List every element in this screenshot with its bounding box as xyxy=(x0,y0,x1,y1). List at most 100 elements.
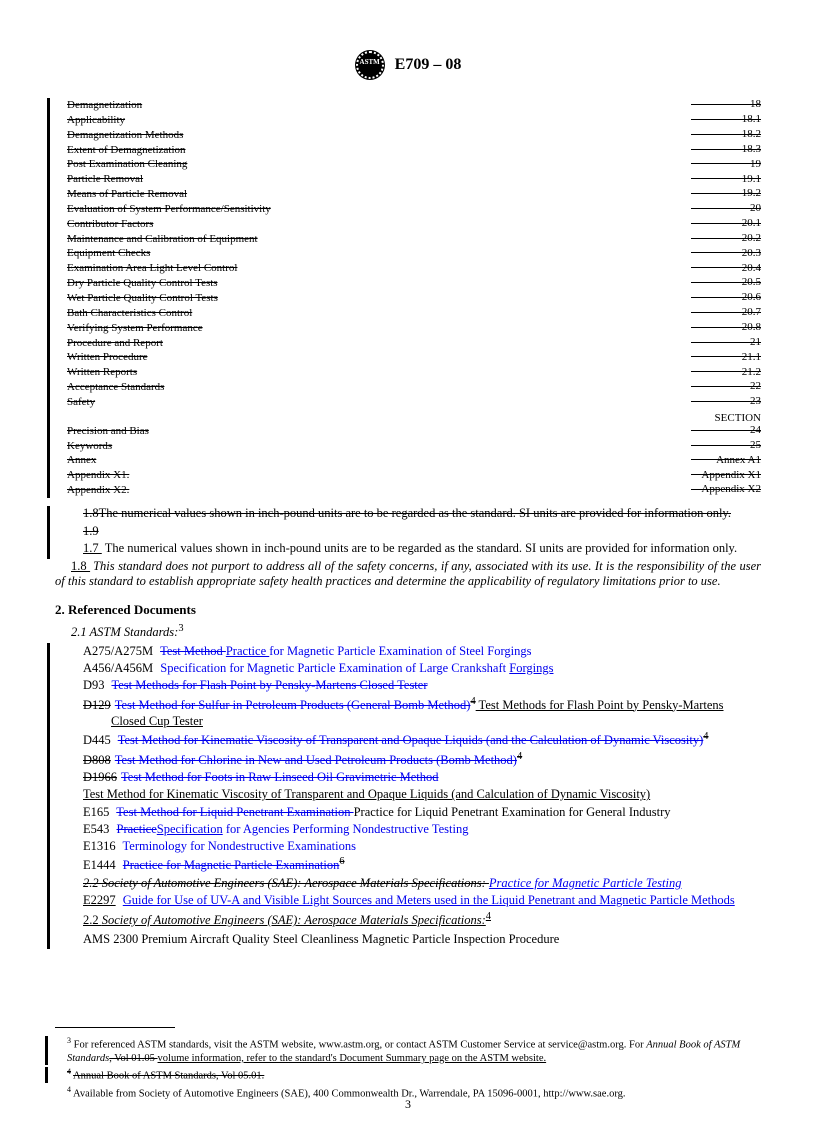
toc-row: AnnexAnnex A1 xyxy=(67,453,761,468)
ref-title[interactable]: Terminology for Nondestructive Examinati… xyxy=(123,839,356,853)
ref-inserted: Practice for Liquid Penetrant Examinatio… xyxy=(354,805,671,819)
footnote-number: 4 xyxy=(67,1067,71,1076)
ref-d445: D445 Test Method for Kinematic Viscosity… xyxy=(67,730,761,748)
footnote-text: For referenced ASTM standards, visit the… xyxy=(74,1040,647,1051)
toc-label: Post Examination Cleaning xyxy=(67,157,187,172)
ref-deleted[interactable]: Test Method for Liquid Penetrant Examina… xyxy=(116,805,353,819)
toc-leader xyxy=(164,380,685,395)
toc-leader xyxy=(148,350,686,365)
toc-row: Post Examination Cleaning19 xyxy=(67,157,761,172)
ref-title[interactable]: for Magnetic Particle Examination of Ste… xyxy=(269,644,531,658)
clause-2-1: 2.1 ASTM Standards:3 xyxy=(55,622,761,641)
footnote-ref: 4 xyxy=(703,731,708,742)
ref-deleted[interactable]: Test Methods for Flash Point by Pensky-M… xyxy=(111,678,427,692)
footnote-3: 3 For referenced ASTM standards, visit t… xyxy=(55,1036,761,1065)
ref-deleted[interactable]: Test Method for Sulfur in Petroleum Prod… xyxy=(115,698,471,712)
ref-d93: D93 Test Methods for Flash Point by Pens… xyxy=(67,677,761,693)
toc-pagenum: 20 xyxy=(691,208,761,209)
toc-leader xyxy=(96,453,685,468)
toc-pagenum: 20.1 xyxy=(691,223,761,224)
toc-leader xyxy=(186,143,685,158)
ref-title[interactable]: for Agencies Performing Nondestructive T… xyxy=(223,822,469,836)
clause-2-2: 2.2 Society of Automotive Engineers (SAE… xyxy=(67,910,761,929)
ref-code: D1966 xyxy=(83,770,117,784)
ref-title[interactable]: Guide for Use of UV-A and Visible Light … xyxy=(123,893,735,907)
toc-label: Bath Characteristics Control xyxy=(67,306,192,321)
ref-inserted[interactable]: Practice for Magnetic Particle Testing xyxy=(489,876,682,890)
toc-pagenum: 20.2 xyxy=(691,238,761,239)
ref-deleted[interactable]: Test Method for Foots in Raw Linseed Oil… xyxy=(121,770,438,784)
toc-row: Procedure and Report21 xyxy=(67,336,761,351)
ref-inserted: Test Method for Kinematic Viscosity of T… xyxy=(83,787,650,801)
ref-a275: A275/A275M Test Method Practice for Magn… xyxy=(67,643,761,659)
toc-label: Acceptance Standards xyxy=(67,380,164,395)
toc-pagenum: 21.1 xyxy=(691,356,761,357)
ref-code: D129 xyxy=(83,698,111,712)
page: ASTM E709 – 08 Demagnetization18Applicab… xyxy=(0,0,816,1132)
toc-leader xyxy=(271,202,685,217)
ref-code: E2297 xyxy=(83,893,116,907)
ref-inserted[interactable]: Specification xyxy=(157,822,223,836)
clause-text: This standard does not purport to addres… xyxy=(55,559,761,589)
change-bar-icon xyxy=(47,98,50,498)
toc-label: Written Procedure xyxy=(67,350,148,365)
toc-pagenum: Annex A1 xyxy=(691,459,761,460)
toc-pagenum: 18.2 xyxy=(691,134,761,135)
toc-label: Demagnetization xyxy=(67,98,142,113)
ref-title[interactable]: Specification for Magnetic Particle Exam… xyxy=(160,661,509,675)
footnote-ref-4: 4 xyxy=(486,911,491,922)
ref-deleted[interactable]: Test Method xyxy=(160,644,226,658)
ref-inserted[interactable]: Forgings xyxy=(509,661,553,675)
toc-pagenum: 20.4 xyxy=(691,267,761,268)
toc-label: Applicability xyxy=(67,113,125,128)
toc-leader xyxy=(125,113,685,128)
ref-ams2300: AMS 2300 Premium Aircraft Quality Steel … xyxy=(67,931,761,947)
footnote-deleted: Annual Book of ASTM Standards, Vol 05.01… xyxy=(73,1071,264,1082)
clause-number: 1.7 xyxy=(83,541,102,555)
toc-pagenum: 18 xyxy=(691,104,761,105)
toc-row: Bath Characteristics Control20.7 xyxy=(67,306,761,321)
toc-leader xyxy=(153,217,685,232)
ref-deleted[interactable]: Practice for Magnetic Particle Examinati… xyxy=(123,858,340,872)
toc-row: Keywords25 xyxy=(67,439,761,454)
ref-e1316: E1316 Terminology for Nondestructive Exa… xyxy=(67,838,761,854)
toc-label: Demagnetization Methods xyxy=(67,128,183,143)
footnote-4-deleted: 4 Annual Book of ASTM Standards, Vol 05.… xyxy=(55,1067,761,1083)
toc-leader xyxy=(258,232,685,247)
ref-deleted[interactable]: Test Method for Kinematic Viscosity of T… xyxy=(118,733,704,747)
toc-label: Wet Particle Quality Control Tests xyxy=(67,291,218,306)
toc: Demagnetization 18 Applicability18.1Demagn… xyxy=(55,98,761,498)
section-2-title: 2. Referenced Documents xyxy=(55,602,761,618)
ref-d129: D129 Test Method for Sulfur in Petroleum … xyxy=(67,695,761,730)
toc-leader xyxy=(129,483,685,498)
clause-1-7: 1.7 The numerical values shown in inch-p… xyxy=(67,541,761,557)
toc-row: Safety23 xyxy=(67,395,761,410)
page-number: 3 xyxy=(0,1097,816,1112)
toc-row: Applicability18.1 xyxy=(67,113,761,128)
footnote-inserted: volume information, refer to the standar… xyxy=(158,1053,547,1064)
toc-label: Extent of Demagnetization xyxy=(67,143,186,158)
astm-standards-label: 2.1 ASTM Standards: xyxy=(71,625,178,639)
toc-leader xyxy=(112,439,685,454)
toc-pagenum: Appendix X2 xyxy=(691,489,761,490)
ref-deleted[interactable]: Test Method for Chlorine in New and Used… xyxy=(115,753,517,767)
toc-pagenum: 24 xyxy=(691,430,761,431)
ref-kinematic-viscosity: Test Method for Kinematic Viscosity of T… xyxy=(67,786,761,802)
clause-1-8-deleted: 1.8The numerical values shown in inch-po… xyxy=(67,506,761,522)
toc-leader xyxy=(187,187,685,202)
ref-d808: D808Test Method for Chlorine in New and … xyxy=(67,750,761,768)
toc-label: Safety xyxy=(67,395,95,410)
clause-1-8: 1.8 This standard does not purport to ad… xyxy=(55,559,761,590)
toc-row: Maintenance and Calibration of Equipment… xyxy=(67,232,761,247)
ref-code: E1316 xyxy=(83,839,116,853)
toc-leader xyxy=(218,291,685,306)
toc-label: Written Reports xyxy=(67,365,137,380)
ref-inserted[interactable]: Practice xyxy=(226,644,269,658)
toc-row: Precision and Bias 24 xyxy=(67,424,761,439)
ref-deleted[interactable]: Practice xyxy=(117,822,157,836)
toc-leader xyxy=(143,172,685,187)
toc-label: Precision and Bias xyxy=(67,424,149,439)
toc-pagenum: Appendix X1 xyxy=(691,474,761,475)
toc-row: Demagnetization 18 xyxy=(67,98,761,113)
toc-pagenum: 18.3 xyxy=(691,149,761,150)
